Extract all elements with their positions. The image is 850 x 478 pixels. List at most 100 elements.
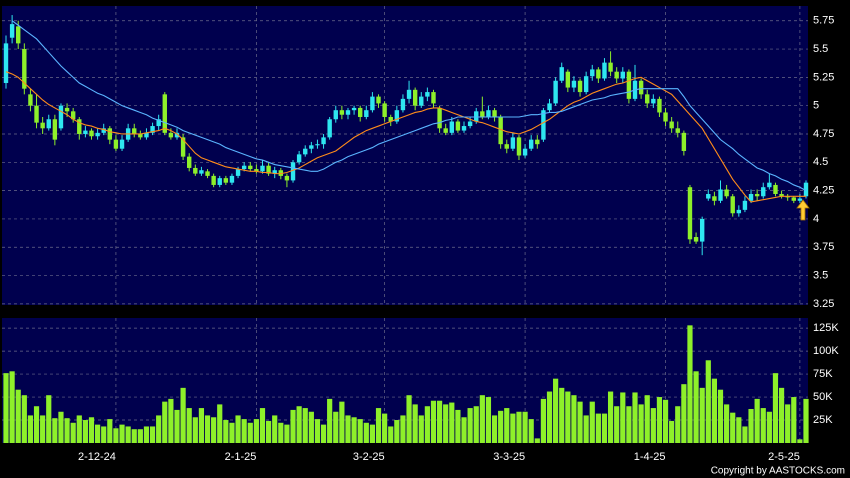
- candle-body: [547, 103, 552, 111]
- volume-bar: [601, 413, 608, 443]
- volume-bar: [211, 417, 217, 443]
- candle-body: [150, 126, 155, 133]
- volume-bar: [296, 406, 302, 443]
- volume-bar: [174, 409, 180, 443]
- candle-body: [590, 69, 595, 77]
- volume-bar: [40, 415, 46, 443]
- x-tick-label: 1-4-25: [634, 451, 666, 463]
- volume-bar: [430, 400, 437, 443]
- candle-body: [193, 167, 198, 174]
- y-tick-label: 5.5: [813, 43, 828, 55]
- volume-bar: [339, 401, 345, 443]
- candle-body: [58, 105, 64, 129]
- candle-body: [577, 80, 583, 93]
- volume-bar: [571, 395, 577, 443]
- volume-bar: [760, 408, 766, 443]
- volume-bar: [498, 410, 504, 443]
- volume-bar: [70, 422, 76, 443]
- volume-bar: [162, 401, 168, 443]
- volume-bar: [253, 419, 259, 443]
- y-tick-label: 100K: [813, 345, 839, 357]
- volume-bar: [320, 424, 327, 443]
- volume-bar: [504, 408, 510, 443]
- candle-body: [761, 187, 766, 197]
- candle-body: [461, 126, 467, 131]
- volume-bar: [143, 426, 150, 443]
- y-tick-label: 4.25: [813, 185, 834, 197]
- volume-bar: [412, 404, 418, 443]
- volume-bar: [217, 404, 223, 443]
- candle-body: [455, 121, 461, 131]
- candle-body: [754, 194, 760, 197]
- candle-body: [767, 182, 772, 188]
- y-tick-label: 25K: [813, 414, 833, 426]
- volume-bar: [656, 397, 663, 443]
- candle-body: [357, 107, 363, 117]
- volume-bar: [58, 411, 64, 443]
- candle-body: [321, 137, 326, 145]
- candle-body: [583, 76, 589, 93]
- candle-body: [467, 121, 473, 127]
- volume-bar: [21, 395, 27, 443]
- candle-body: [70, 111, 76, 120]
- volume-bar: [137, 429, 143, 443]
- candle-body: [437, 107, 442, 129]
- volume-bar: [198, 408, 205, 443]
- candle-body: [95, 132, 100, 137]
- volume-bar: [534, 438, 540, 443]
- candle-body: [486, 110, 491, 117]
- volume-bar: [88, 417, 95, 443]
- volume-bar: [669, 420, 675, 443]
- x-tick-label: 3-2-25: [353, 451, 385, 463]
- current-arrow: [796, 199, 810, 221]
- volume-bar: [546, 391, 553, 443]
- candle-body: [492, 110, 497, 117]
- candle-body: [785, 196, 790, 198]
- volume-bar: [436, 400, 443, 443]
- candle-body: [773, 184, 778, 195]
- volume-bar: [461, 417, 467, 443]
- candle-body: [168, 132, 174, 138]
- candle-body: [119, 139, 125, 149]
- candle-body: [748, 194, 754, 201]
- candle-body: [156, 119, 161, 127]
- candle-body: [669, 121, 674, 129]
- candle-body: [254, 169, 259, 172]
- candle-body: [187, 156, 192, 168]
- volume-bar: [626, 406, 632, 443]
- candle-body: [260, 165, 265, 172]
- volume-bar: [351, 417, 357, 443]
- volume-bar: [662, 399, 669, 443]
- candle-body: [89, 130, 94, 137]
- volume-bar: [485, 397, 492, 443]
- volume-bar: [724, 404, 730, 443]
- plot-layer: 2-12-24 2-1-25 3-2-25 3-3-25 1-4-25 2-5-25 3.2…: [2, 6, 839, 463]
- volume-bar: [204, 415, 211, 443]
- candle-body: [730, 196, 735, 214]
- volume-bar: [64, 418, 70, 443]
- x-tick-label: 3-3-25: [493, 451, 525, 463]
- volume-bar: [46, 395, 52, 443]
- candle-body: [217, 178, 222, 185]
- volume-bar: [559, 387, 565, 443]
- candle-body: [180, 137, 186, 157]
- volume-bar: [302, 408, 308, 443]
- volume-bar: [638, 404, 644, 443]
- candle-body: [241, 165, 247, 170]
- volume-bar: [382, 413, 388, 443]
- volume-bar: [778, 387, 785, 443]
- x-tick-label: 2-5-25: [768, 451, 800, 463]
- candle-body: [370, 96, 375, 111]
- volume-bar: [101, 426, 107, 443]
- candle-body: [376, 96, 381, 104]
- volume-bar: [650, 408, 656, 443]
- candle-body: [559, 67, 564, 81]
- candle-body: [516, 137, 522, 156]
- candle-body: [296, 154, 302, 163]
- volume-bar: [491, 415, 498, 443]
- x-tick-label: 2-1-25: [225, 451, 257, 463]
- candle-body: [107, 128, 113, 140]
- y-tick-label: 3.5: [813, 269, 828, 281]
- volume-bar: [705, 360, 711, 443]
- candle-body: [699, 218, 705, 242]
